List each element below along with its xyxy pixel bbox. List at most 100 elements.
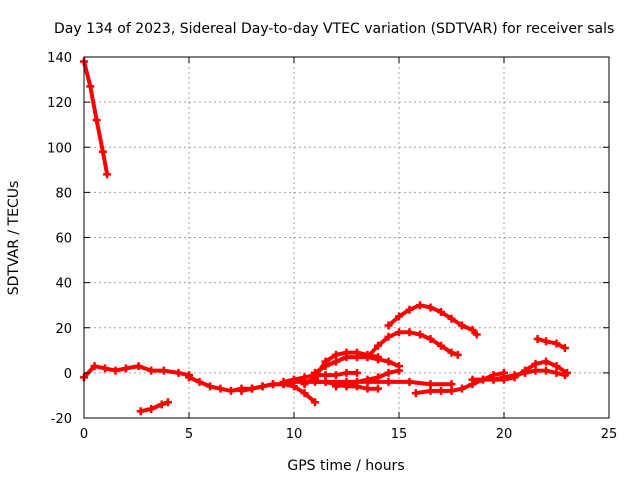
data-point-arc-13 [468, 326, 477, 335]
data-point-arc-12 [426, 335, 435, 344]
data-point-arc-5 [290, 382, 298, 391]
data-point-arc-5 [300, 389, 309, 398]
data-point-arc-7 [342, 353, 351, 362]
y-axis-label: SDTVAR / TECUs [6, 181, 22, 296]
data-point-arc-11 [363, 384, 372, 393]
data-point-arc-2 [122, 364, 130, 373]
data-point-arc-16 [500, 373, 508, 382]
data-point-arc-8 [279, 377, 288, 386]
data-point-arc-17 [560, 344, 569, 353]
chart-title: Day 134 of 2023, Sidereal Day-to-day VTE… [54, 21, 614, 37]
data-point-arc-15 [479, 375, 487, 384]
data-point-arc-3 [136, 407, 145, 416]
data-point-arc-13 [384, 321, 393, 330]
x-tick-label: 0 [80, 427, 88, 442]
data-point-arc-5 [258, 382, 267, 391]
data-point-arc-16 [531, 366, 540, 375]
data-point-arc-8 [353, 368, 361, 377]
x-tick-label: 25 [601, 427, 618, 442]
data-point-arc-3 [157, 400, 166, 409]
data-point-arc-2 [147, 366, 156, 375]
data-point-arc-11 [342, 382, 351, 391]
data-point-arc-14 [447, 386, 456, 395]
data-point-arc-14 [411, 389, 420, 398]
data-point-arc-2 [159, 366, 168, 375]
data-point-arc-15 [542, 357, 550, 366]
data-point-arc-12 [447, 348, 456, 357]
data-point-arc-12 [395, 328, 403, 337]
data-point-arc-4 [227, 386, 235, 395]
data-point-arc-4 [195, 377, 204, 386]
data-point-arc-14 [458, 384, 466, 393]
y-tick-label: -20 [51, 412, 72, 427]
data-point-arc-17 [533, 335, 542, 344]
data-point-arc-11 [353, 382, 361, 391]
data-point-arc-13 [405, 305, 414, 314]
data-point-arc-9 [447, 380, 456, 389]
data-point-arc-9 [384, 377, 393, 386]
data-point-arc-1 [103, 170, 112, 179]
data-point-arc-13 [458, 321, 466, 330]
data-point-arc-8 [342, 368, 351, 377]
y-tick-label: 20 [55, 322, 72, 337]
data-point-arc-2 [111, 366, 120, 375]
series-arc-2 [82, 364, 191, 380]
y-tick-label: 0 [64, 367, 72, 382]
data-point-arc-3 [147, 404, 156, 413]
data-point-arc-11 [374, 384, 382, 393]
data-point-arc-1 [98, 147, 107, 156]
data-point-arc-12 [416, 330, 424, 339]
data-point-arc-12 [405, 328, 414, 337]
data-point-arc-8 [290, 375, 298, 384]
data-point-arc-1 [92, 116, 101, 125]
series-arc-12 [365, 330, 460, 360]
y-tick-label: 60 [55, 232, 72, 247]
data-point-arc-11 [321, 377, 330, 386]
series-arc-17 [535, 337, 567, 351]
series-arc-13 [386, 303, 479, 337]
data-point-arc-4 [216, 384, 225, 393]
data-point-arc-17 [552, 339, 561, 348]
x-axis-label: GPS time / hours [287, 458, 404, 474]
data-point-arc-15 [531, 359, 540, 368]
data-point-arc-10 [395, 366, 403, 375]
data-point-arc-14 [426, 386, 435, 395]
series-layer [80, 57, 571, 416]
data-point-arc-9 [426, 380, 435, 389]
data-point-arc-10 [374, 373, 382, 382]
data-point-arc-7 [384, 357, 393, 366]
data-point-arc-2 [90, 362, 99, 371]
data-point-arc-16 [542, 366, 550, 375]
x-tick-label: 5 [185, 427, 193, 442]
data-point-arc-12 [384, 332, 393, 341]
data-point-arc-17 [542, 337, 550, 346]
data-point-arc-12 [453, 350, 462, 359]
data-point-arc-12 [437, 341, 445, 350]
data-point-arc-16 [560, 371, 569, 380]
data-point-arc-14 [437, 386, 445, 395]
data-point-arc-9 [405, 377, 414, 386]
data-point-arc-2 [174, 368, 183, 377]
data-point-arc-3 [164, 398, 172, 407]
y-tick-label: 80 [55, 186, 72, 201]
axis-ticks: 0 5 10 15 20 25 -20 0 20 40 60 80 100 120 140 [47, 51, 617, 442]
data-point-arc-12 [374, 341, 382, 350]
data-point-arc-12 [363, 353, 372, 362]
data-point-arc-1 [86, 82, 95, 91]
data-point-arc-13 [472, 330, 481, 339]
data-point-arc-2 [101, 364, 109, 373]
data-point-arc-8 [321, 371, 330, 380]
data-point-arc-5 [248, 384, 256, 393]
data-point-arc-5 [237, 386, 246, 395]
data-point-arc-16 [521, 368, 529, 377]
data-point-arc-13 [395, 312, 403, 321]
data-point-arc-13 [447, 314, 456, 323]
data-point-arc-10 [384, 368, 393, 377]
y-tick-label: 140 [47, 51, 72, 66]
data-point-arc-16 [552, 368, 561, 377]
data-point-arc-8 [311, 371, 319, 380]
x-tick-label: 10 [286, 427, 303, 442]
data-point-arc-4 [185, 373, 193, 382]
data-point-arc-5 [311, 398, 319, 407]
